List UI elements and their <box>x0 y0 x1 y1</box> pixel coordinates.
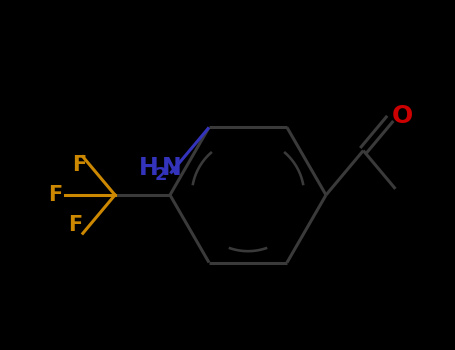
Text: F: F <box>48 185 62 205</box>
Text: H: H <box>139 156 158 180</box>
Text: N: N <box>162 156 181 180</box>
Text: F: F <box>72 155 86 175</box>
Text: F: F <box>68 215 82 235</box>
Text: 2: 2 <box>154 166 167 184</box>
Text: O: O <box>392 104 413 128</box>
